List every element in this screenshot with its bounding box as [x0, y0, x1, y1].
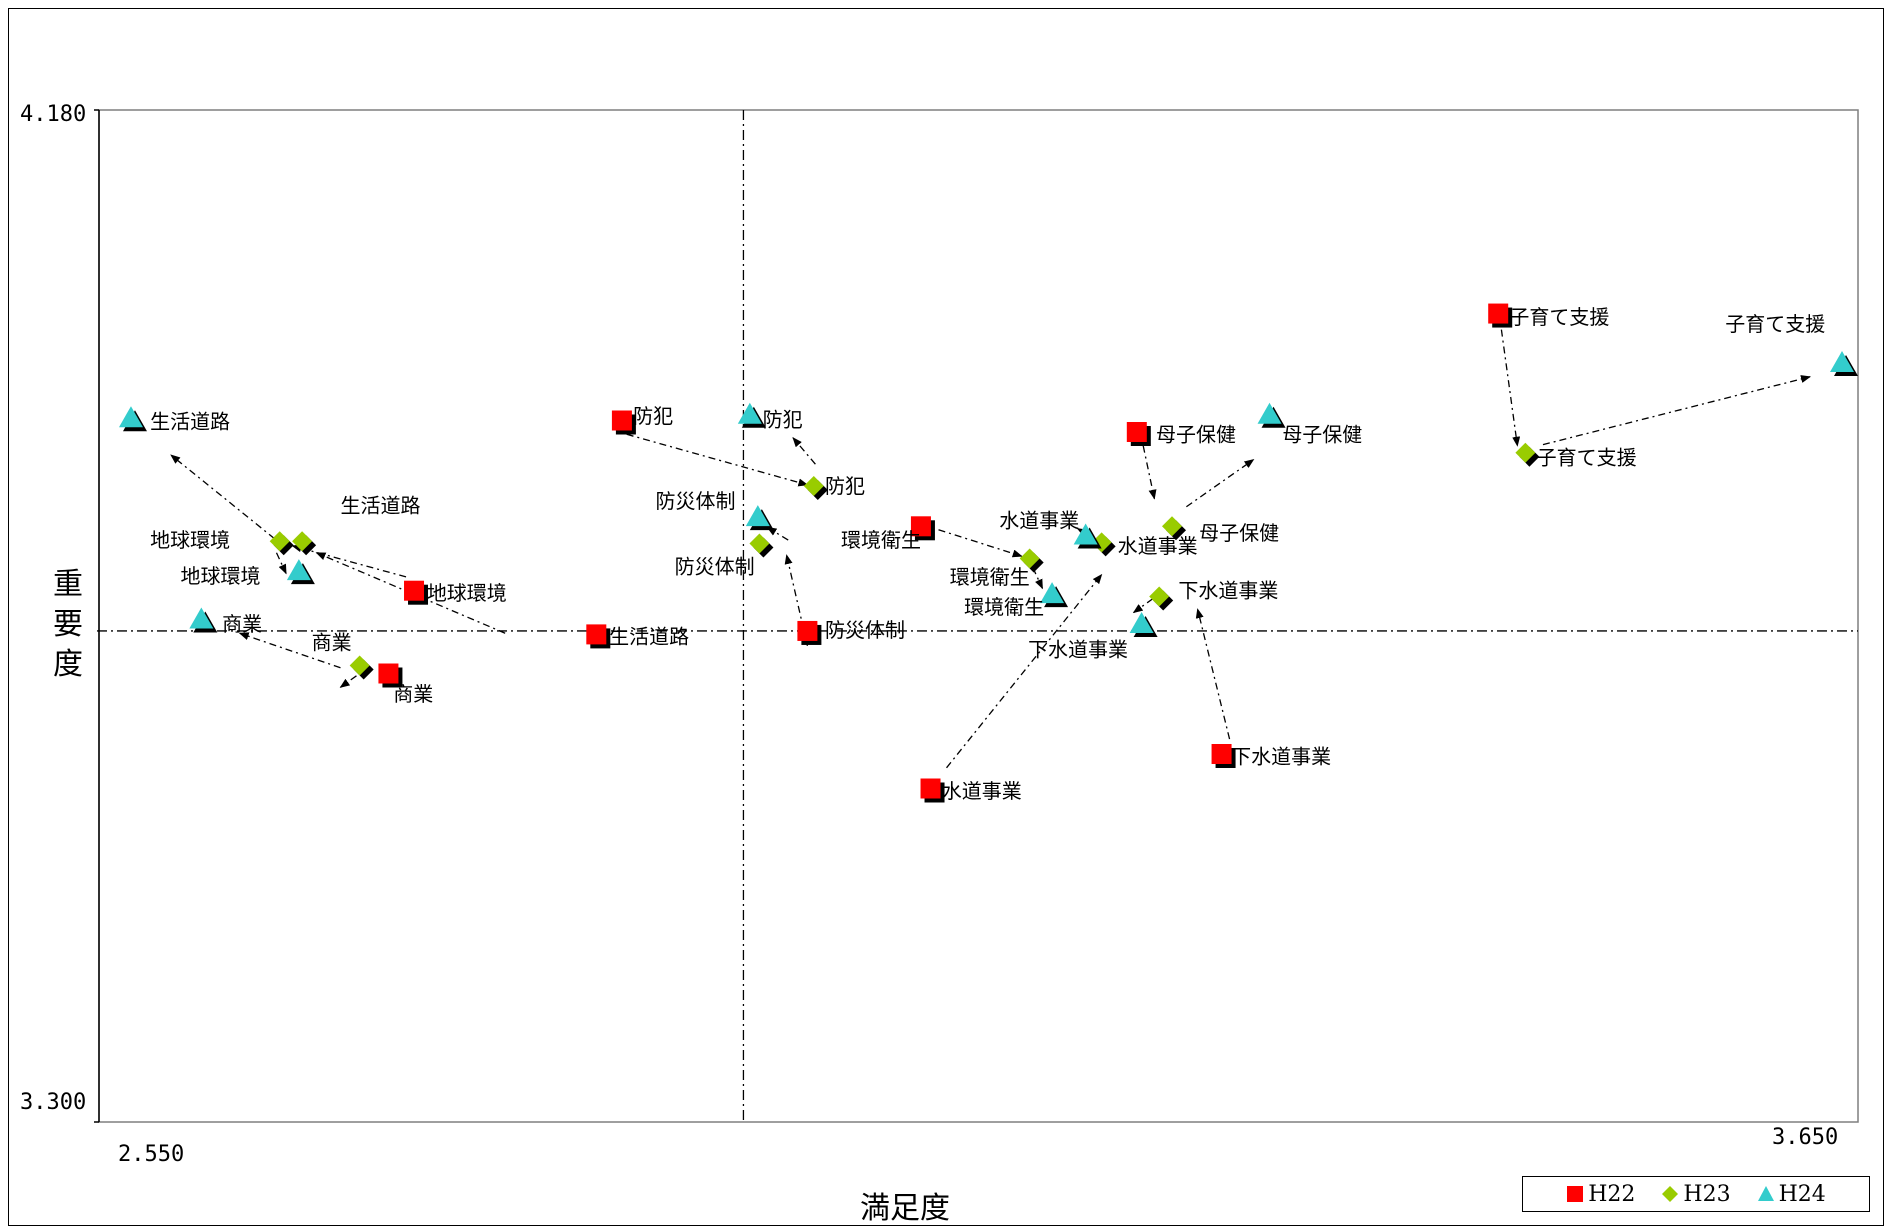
point-label-28: 商業	[312, 630, 352, 654]
legend-item-H22: H22	[1566, 1182, 1635, 1207]
marker-H23-商業	[349, 655, 374, 680]
point-label-29: 商業	[393, 682, 433, 706]
marker-H24-商業	[189, 607, 218, 633]
legend: H22 H23 H24	[1522, 1176, 1870, 1212]
y-axis-title-char-0: 重	[53, 567, 83, 602]
y-axis-title-char-2: 度	[53, 647, 83, 682]
arrow-18	[1195, 608, 1231, 740]
marker-H23-防犯	[803, 476, 828, 501]
point-label-1: 防犯	[763, 407, 803, 431]
marker-H24-地球環境	[286, 559, 315, 585]
marker-H22-地球環境	[404, 580, 429, 605]
marker-H22-下水道事業	[1211, 744, 1236, 768]
chart-frame	[8, 8, 1884, 1226]
point-label-5: 防災体制	[825, 618, 905, 642]
point-label-11: 水道事業	[942, 779, 1022, 803]
marker-H24-防災体制	[745, 505, 774, 531]
point-label-10: 水道事業	[1118, 534, 1198, 558]
point-label-18: 子育て支援	[1509, 305, 1609, 329]
point-label-4: 防災体制	[675, 555, 755, 579]
arrow-19	[1132, 598, 1154, 614]
arrow-1	[792, 436, 816, 465]
point-label-0: 防犯	[633, 404, 673, 428]
marker-H23-母子保健	[1161, 516, 1186, 541]
y-tick-min: 3.300	[20, 1090, 87, 1115]
arrow-2	[784, 554, 809, 647]
y-axis-title: 重要度	[48, 565, 88, 685]
x-tick-max: 3.650	[1772, 1125, 1839, 1150]
marker-H23-防災体制	[749, 533, 774, 558]
y-tick-max: 4.180	[20, 102, 87, 127]
x-axis-title: 満足度	[860, 1191, 950, 1226]
point-label-23: 生活道路	[609, 625, 689, 649]
point-label-26: 地球環境	[427, 581, 507, 605]
point-label-3: 防災体制	[655, 489, 735, 513]
arrow-13	[275, 552, 287, 575]
marker-H24-生活道路	[118, 406, 147, 432]
marker-H23-生活道路	[292, 531, 317, 556]
legend-item-H24: H24	[1757, 1182, 1826, 1207]
arrow-7	[1186, 459, 1255, 508]
point-label-20: 子育て支援	[1537, 445, 1637, 469]
legend-label: H23	[1683, 1181, 1731, 1207]
arrow-11	[170, 454, 289, 550]
legend-item-H23: H23	[1661, 1181, 1731, 1207]
marker-H24-下水道事業	[1129, 612, 1158, 638]
y-axis-title-char-1: 要	[53, 607, 83, 642]
x-tick-min: 2.550	[118, 1142, 185, 1167]
point-label-12: 下水道事業	[1178, 579, 1278, 603]
marker-H24-環境衛生	[1040, 582, 1069, 608]
marker-H23-地球環境	[269, 531, 294, 556]
point-label-19: 子育て支援	[1725, 312, 1825, 336]
point-label-27: 商業	[222, 612, 262, 636]
arrow-4	[938, 529, 1023, 558]
legend-label: H24	[1778, 1181, 1826, 1207]
marker-H22-子育て支援	[1488, 303, 1513, 328]
point-label-2: 防犯	[825, 474, 865, 498]
legend-marker-triangle	[1757, 1186, 1774, 1201]
point-label-17: 母子保健	[1199, 521, 1279, 545]
arrow-6	[1142, 445, 1157, 500]
arrow-8	[1500, 329, 1521, 447]
arrow-12	[291, 544, 407, 578]
marker-H24-子育て支援	[1830, 351, 1859, 376]
marker-H23-下水道事業	[1149, 586, 1174, 611]
marker-H22-水道事業	[920, 778, 945, 803]
arrow-9	[1542, 375, 1811, 446]
marker-H22-防犯	[611, 410, 636, 435]
point-label-16: 母子保健	[1282, 422, 1362, 446]
point-label-8: 環境衛生	[964, 595, 1044, 619]
legend-marker-square	[1567, 1186, 1584, 1202]
marker-H22-環境衛生	[910, 516, 935, 541]
arrow-15	[238, 632, 341, 669]
marker-H22-生活道路	[586, 624, 611, 649]
marker-H23-子育て支援	[1515, 442, 1540, 467]
marker-H24-水道事業	[1073, 523, 1102, 549]
point-label-15: 母子保健	[1156, 422, 1236, 446]
marker-H22-商業	[378, 663, 403, 688]
legend-label: H22	[1588, 1181, 1636, 1207]
point-label-22: 生活道路	[340, 494, 420, 518]
arrow-14	[339, 675, 357, 688]
point-label-7: 環境衛生	[950, 565, 1030, 589]
point-label-6: 環境衛生	[841, 528, 921, 552]
point-label-24: 地球環境	[150, 528, 230, 552]
marker-H24-防犯	[737, 402, 766, 428]
point-label-9: 水道事業	[999, 509, 1079, 533]
point-label-25: 地球環境	[181, 564, 261, 588]
point-label-14: 下水道事業	[1231, 744, 1331, 768]
marker-H23-環境衛生	[1019, 548, 1044, 573]
point-label-13: 下水道事業	[1028, 637, 1128, 661]
arrow-0	[626, 433, 809, 487]
marker-H22-母子保健	[1126, 422, 1151, 446]
point-label-21: 生活道路	[150, 410, 230, 434]
arrow-16	[946, 573, 1103, 769]
marker-H22-防災体制	[797, 620, 822, 645]
marker-H24-母子保健	[1257, 402, 1286, 428]
legend-marker-diamond	[1662, 1186, 1679, 1202]
